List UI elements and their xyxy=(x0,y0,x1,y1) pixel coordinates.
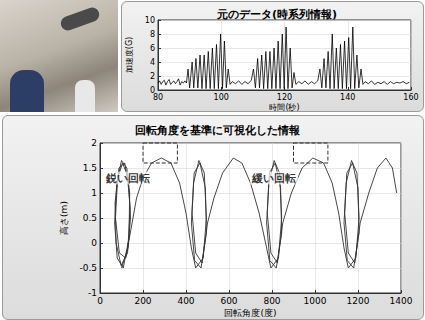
svg-text:元のデータ(時系列情報): 元のデータ(時系列情報) xyxy=(216,8,337,21)
svg-text:回転角度を基準に可視化した情報: 回転角度を基準に可視化した情報 xyxy=(135,124,301,137)
svg-text:80: 80 xyxy=(153,93,163,102)
svg-text:1000: 1000 xyxy=(304,296,327,306)
svg-text:400: 400 xyxy=(177,296,194,306)
svg-text:1200: 1200 xyxy=(347,296,370,306)
svg-text:6: 6 xyxy=(150,44,155,53)
svg-text:高さ(m): 高さ(m) xyxy=(59,201,69,235)
svg-text:1.5: 1.5 xyxy=(83,163,97,173)
svg-text:加速度(G): 加速度(G) xyxy=(125,37,134,73)
svg-text:0: 0 xyxy=(97,296,103,306)
svg-text:鋭い回転: 鋭い回転 xyxy=(105,172,150,185)
svg-text:8: 8 xyxy=(150,30,155,39)
svg-text:1400: 1400 xyxy=(390,296,413,306)
svg-text:回転角度(度): 回転角度(度) xyxy=(224,308,276,318)
svg-text:-0.5: -0.5 xyxy=(79,263,97,273)
svg-text:0: 0 xyxy=(91,238,97,248)
svg-text:140: 140 xyxy=(340,93,355,102)
svg-text:時間(秒): 時間(秒) xyxy=(269,103,299,112)
svg-text:0: 0 xyxy=(149,85,155,95)
svg-text:200: 200 xyxy=(134,296,151,306)
svg-text:120: 120 xyxy=(277,93,292,102)
svg-text:-1: -1 xyxy=(88,288,97,298)
svg-text:600: 600 xyxy=(220,296,237,306)
svg-text:100: 100 xyxy=(214,93,229,102)
svg-text:緩い回転: 緩い回転 xyxy=(251,172,296,185)
svg-text:2: 2 xyxy=(91,138,97,148)
svg-text:2: 2 xyxy=(150,72,155,81)
svg-text:10: 10 xyxy=(145,16,155,25)
svg-text:160: 160 xyxy=(403,93,418,102)
svg-text:800: 800 xyxy=(263,296,280,306)
svg-text:1: 1 xyxy=(91,188,97,198)
svg-text:0.5: 0.5 xyxy=(83,213,97,223)
svg-text:4: 4 xyxy=(150,58,155,67)
